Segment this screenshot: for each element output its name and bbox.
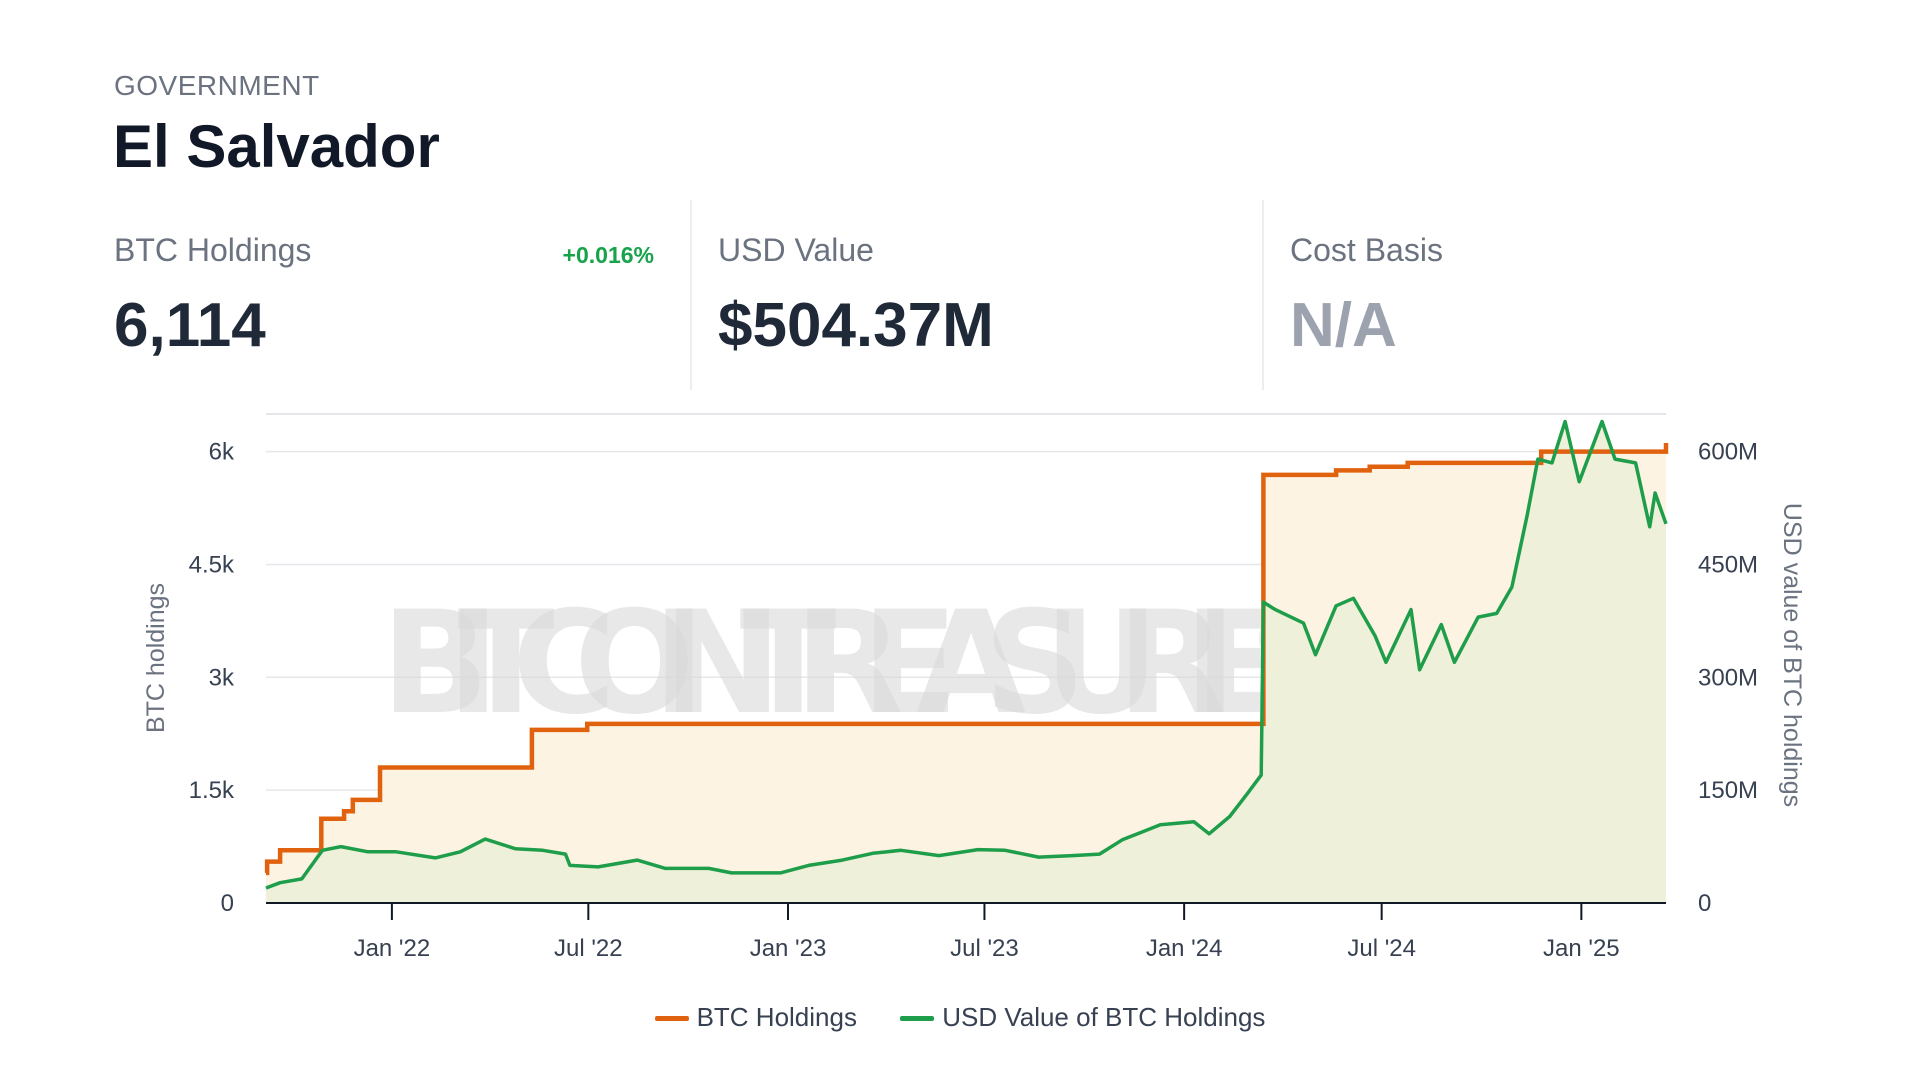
stat-label: Cost Basis — [1290, 232, 1443, 268]
entity-category: GOVERNMENT — [114, 70, 320, 101]
stat-value: $504.37M — [718, 291, 994, 360]
x-tick-label: Jan '22 — [354, 935, 431, 962]
stat-label: BTC Holdings — [114, 232, 312, 268]
y-left-axis-title: BTC holdings — [142, 583, 170, 733]
legend-label: USD Value of BTC Holdings — [942, 1001, 1266, 1032]
y-left-tick-label: 3k — [209, 664, 235, 691]
stat-divider — [1262, 200, 1264, 390]
x-tick-label: Jul '22 — [554, 935, 623, 962]
x-tick-label: Jul '24 — [1347, 935, 1416, 962]
x-tick-label: Jan '24 — [1146, 935, 1223, 962]
legend-label: BTC Holdings — [696, 1001, 857, 1032]
x-tick-label: Jan '25 — [1543, 935, 1620, 962]
y-right-tick-label: 450M — [1698, 551, 1758, 578]
legend-item-btc[interactable]: BTC Holdings — [654, 1001, 857, 1033]
y-left-tick-label: 4.5k — [189, 551, 235, 578]
y-right-axis-title: USD value of BTC holdings — [1778, 503, 1806, 807]
legend-item-usd[interactable]: USD Value of BTC Holdings — [900, 1002, 1265, 1033]
btc-holdings-line — [264, 443, 1669, 876]
y-right-tick-label: 150M — [1698, 777, 1758, 804]
chart-legend: BTC Holdings USD Value of BTC Holdings — [0, 1000, 1920, 1033]
y-left-tick-label: 6k — [209, 439, 235, 466]
y-right-tick-label: 0 — [1698, 890, 1711, 917]
page-title: El Salvador — [113, 113, 440, 180]
stat-value: N/A — [1290, 291, 1397, 360]
y-right-tick-label: 600M — [1698, 439, 1758, 466]
x-tick-label: Jul '23 — [950, 935, 1019, 962]
stat-value: 6,114 — [114, 291, 266, 360]
change-badge: +0.016% — [562, 242, 654, 268]
y-left-tick-label: 0 — [221, 890, 234, 917]
y-right-tick-label: 300M — [1698, 664, 1758, 691]
stat-cost-basis: Cost Basis N/A — [1290, 200, 1830, 390]
usd-area — [266, 421, 1666, 903]
stat-label: USD Value — [718, 232, 874, 268]
x-tick-label: Jan '23 — [750, 935, 827, 962]
legend-swatch — [654, 1016, 689, 1022]
y-left-tick-label: 1.5k — [189, 777, 235, 804]
usd-value-line — [265, 419, 1668, 890]
stat-usd-value: USD Value $504.37M — [718, 200, 1258, 390]
stat-btc-holdings: BTC Holdings +0.016% 6,114 — [114, 200, 654, 390]
legend-swatch — [900, 1016, 935, 1022]
stat-divider — [690, 200, 692, 390]
